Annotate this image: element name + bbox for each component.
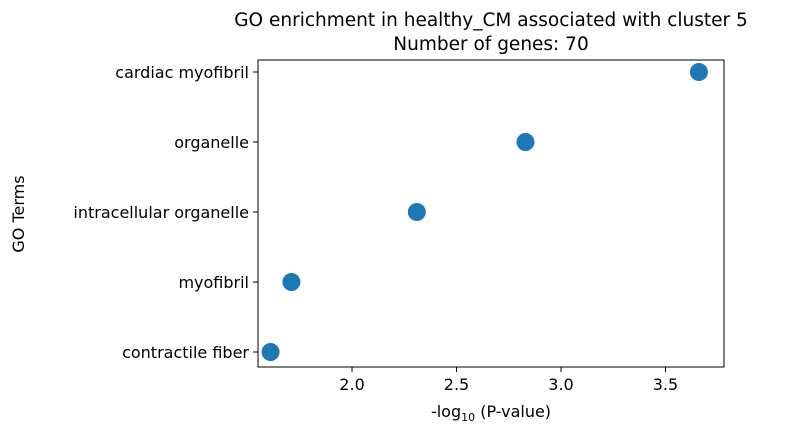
x-axis-label-suffix: (P-value) bbox=[475, 402, 551, 421]
x-axis-label-subscript: 10 bbox=[461, 411, 475, 424]
plot-area-frame bbox=[257, 59, 725, 368]
data-point bbox=[261, 343, 280, 361]
x-tick-label: 3.5 bbox=[653, 375, 678, 394]
y-tick-label: contractile fiber bbox=[122, 343, 249, 362]
data-points bbox=[261, 63, 708, 361]
y-tick-label: intracellular organelle bbox=[73, 203, 249, 222]
y-axis: cardiac myofibril organelle intracellular … bbox=[73, 63, 258, 362]
data-point bbox=[516, 133, 535, 151]
x-axis: 2.0 2.5 3.0 3.5 bbox=[339, 367, 678, 394]
data-point bbox=[407, 203, 426, 221]
x-tick-label: 3.0 bbox=[548, 375, 573, 394]
chart-title-line2: Number of genes: 70 bbox=[393, 34, 588, 55]
y-tick-label: organelle bbox=[174, 133, 249, 152]
y-tick-label: cardiac myofibril bbox=[115, 63, 249, 82]
chart-title-line1: GO enrichment in healthy_CM associated w… bbox=[234, 10, 748, 31]
x-tick-label: 2.5 bbox=[444, 375, 469, 394]
data-point bbox=[689, 63, 708, 81]
y-axis-label: GO Terms bbox=[9, 175, 28, 252]
x-axis-label: -log10 (P-value) bbox=[431, 402, 551, 424]
data-point bbox=[282, 273, 301, 291]
y-tick-label: myofibril bbox=[178, 273, 249, 292]
x-axis-label-prefix: -log bbox=[431, 402, 461, 421]
x-tick-label: 2.0 bbox=[339, 375, 364, 394]
